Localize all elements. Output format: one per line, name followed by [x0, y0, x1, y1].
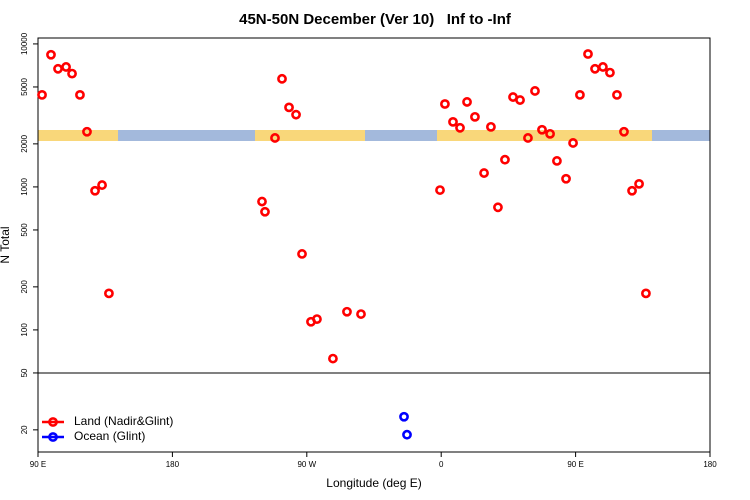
- ocean-strip: [38, 130, 710, 141]
- point: [328, 353, 338, 364]
- point: [470, 111, 480, 122]
- point: [312, 314, 322, 325]
- point: [462, 97, 472, 107]
- point: [523, 133, 533, 143]
- point: [545, 128, 555, 139]
- point: [568, 138, 578, 148]
- point: [455, 122, 465, 133]
- point: [61, 62, 71, 72]
- point: [575, 90, 585, 100]
- point: [627, 185, 637, 196]
- point: [291, 109, 301, 120]
- x-axis-label: Longitude (deg E): [326, 476, 421, 490]
- y-tick-label: 20: [20, 425, 29, 434]
- land-strip: [38, 130, 118, 141]
- legend-marker: [48, 417, 58, 427]
- point: [619, 126, 629, 137]
- x-tick-label: 90 W: [297, 460, 316, 469]
- point: [552, 156, 562, 166]
- point: [82, 126, 92, 137]
- x-tick-label: 0: [439, 460, 444, 469]
- point: [104, 288, 114, 299]
- x-tick-label: 90 E: [567, 460, 583, 469]
- y-tick-label: 2000: [20, 134, 29, 152]
- legend-marker: [48, 432, 58, 442]
- point: [90, 185, 100, 196]
- point: [402, 429, 412, 440]
- y-axis-label: N Total: [0, 226, 12, 263]
- point: [641, 288, 651, 299]
- point: [67, 68, 77, 79]
- x-tick-label: 90 E: [30, 460, 46, 469]
- plot-frame: [37, 37, 711, 453]
- point: [493, 202, 503, 213]
- point: [479, 168, 489, 178]
- point: [46, 49, 56, 60]
- y-tick-label: 1000: [20, 177, 29, 195]
- point: [537, 124, 547, 135]
- point: [97, 180, 107, 190]
- point: [342, 306, 352, 317]
- point: [605, 67, 615, 78]
- point: [612, 90, 622, 100]
- y-tick-label: 10000: [20, 32, 29, 55]
- point: [277, 73, 287, 84]
- point: [500, 154, 510, 165]
- x-tick-label: 180: [166, 460, 180, 469]
- point: [583, 49, 593, 59]
- point: [399, 411, 409, 422]
- point: [530, 86, 540, 96]
- point: [284, 102, 294, 113]
- point: [435, 185, 445, 195]
- point: [297, 249, 307, 259]
- point: [448, 116, 458, 127]
- y-tick-label: 200: [20, 280, 29, 294]
- map-strip: [38, 130, 710, 141]
- point: [53, 63, 63, 74]
- point: [486, 121, 496, 132]
- x-tick-label: 180: [703, 460, 717, 469]
- land-strip: [437, 130, 652, 141]
- point: [270, 133, 280, 143]
- y-tick-label: 50: [20, 368, 29, 377]
- y-tick-label: 5000: [20, 78, 29, 96]
- y-tick-label: 500: [20, 223, 29, 237]
- point: [440, 99, 450, 109]
- point: [634, 178, 644, 189]
- point: [561, 173, 571, 184]
- point: [598, 62, 608, 72]
- point: [590, 63, 600, 74]
- land-strip: [255, 130, 365, 141]
- point: [37, 90, 47, 100]
- y-tick-label: 100: [20, 323, 29, 337]
- legend-label: Ocean (Glint): [74, 429, 145, 443]
- point: [75, 90, 85, 100]
- chart-title: 45N-50N December (Ver 10) Inf to -Inf: [239, 11, 512, 28]
- point: [356, 309, 366, 319]
- legend-label: Land (Nadir&Glint): [74, 414, 173, 428]
- point: [257, 196, 267, 207]
- point: [515, 95, 525, 105]
- point: [260, 206, 270, 217]
